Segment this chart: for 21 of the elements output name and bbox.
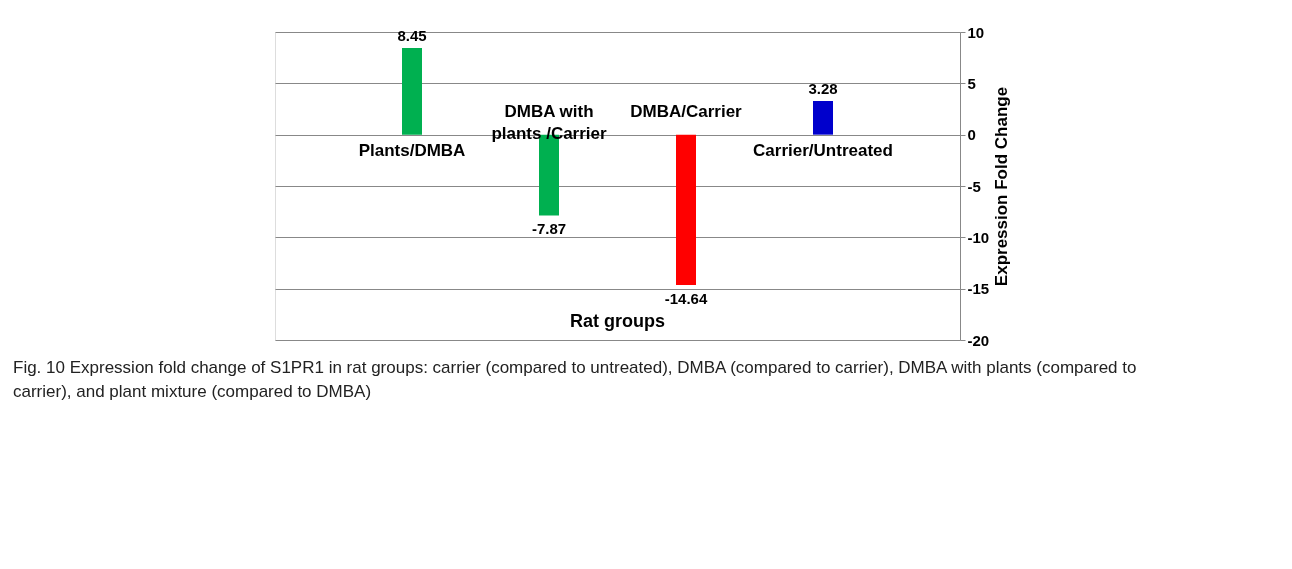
y-tick-label: 10 — [967, 23, 985, 41]
data-label: 3.28 — [808, 79, 838, 97]
y-tick-label: -5 — [967, 177, 981, 195]
y-tick-label: 5 — [967, 74, 976, 92]
y-axis-title: Expression Fold Change — [992, 86, 1012, 287]
bar — [676, 134, 696, 285]
data-label: 8.45 — [397, 26, 427, 44]
bar — [402, 47, 422, 135]
y-tick-label: -10 — [967, 228, 990, 246]
y-tick-label: -20 — [967, 331, 990, 349]
x-axis-title: Rat groups — [569, 311, 666, 331]
caption: Fig. 10 Expression fold change of S1PR1 in rat groups: carrier (compared to untreated), DMBA (compared to carrier), DMBA with plants (compared to carrier), and plant mixture (compared to DMBA) — [13, 358, 1137, 401]
data-label: -14.64 — [664, 289, 708, 307]
x-tick-label: DMBA/Carrier — [630, 101, 743, 121]
x-tick-label: Carrier/Untreated — [753, 140, 893, 160]
y-tick-label: -15 — [967, 280, 990, 298]
data-label: -7.87 — [531, 220, 567, 238]
x-tick-label: Plants/DMBA — [358, 140, 466, 160]
bar — [813, 100, 833, 135]
x-tick-label: DMBA with plants /Carrier — [491, 101, 608, 143]
y-tick-label: 0 — [967, 126, 976, 144]
